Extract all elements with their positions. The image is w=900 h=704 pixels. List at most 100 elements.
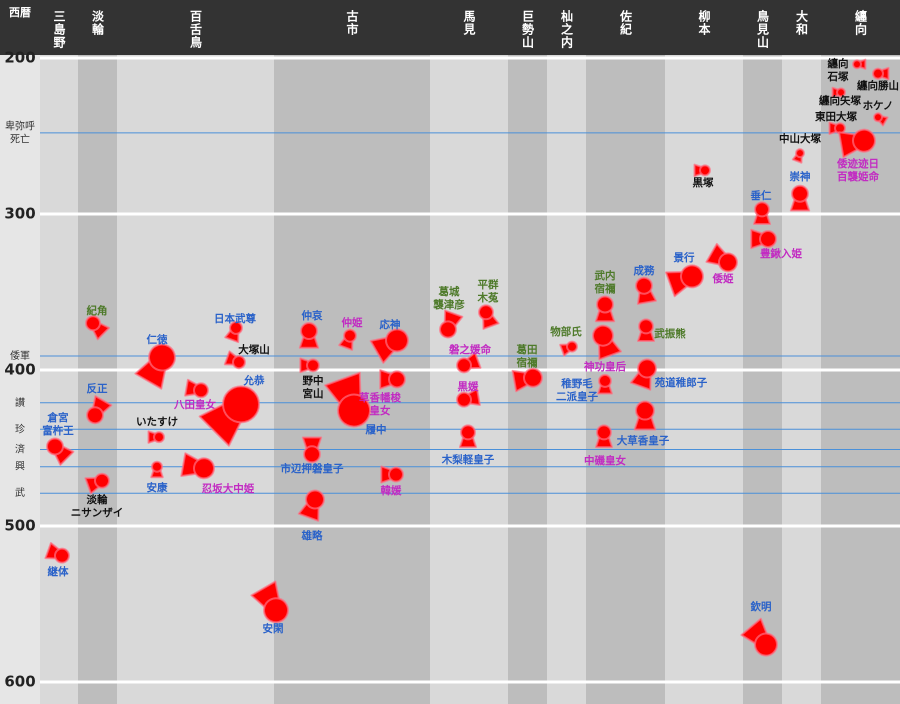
tomb-label: 崇神 <box>790 170 811 183</box>
tomb-label: 襲津彦 <box>432 298 465 311</box>
y-tick-label: 500 <box>4 517 35 535</box>
kofun <box>693 163 711 178</box>
kofun-mound <box>460 424 476 441</box>
tomb-label: 平群 <box>478 278 499 291</box>
tomb-label: 仁徳 <box>147 333 168 346</box>
reference-label: 死亡 <box>10 132 30 145</box>
kofun <box>873 112 889 127</box>
kofun-mound <box>151 460 163 473</box>
kofun <box>224 320 243 344</box>
tomb-label: 宮山 <box>303 387 324 400</box>
tomb-label: 日本武尊 <box>214 312 256 325</box>
kofun <box>458 424 478 449</box>
kofun <box>664 264 704 298</box>
region-column <box>430 0 508 704</box>
kofun <box>46 437 75 466</box>
kofun <box>150 460 164 479</box>
kofun-mound <box>596 295 614 314</box>
tomb-label: ニサンザイ <box>71 507 124 519</box>
tomb-label: 磐之媛命 <box>449 343 491 356</box>
tomb-label: 黒媛 <box>458 380 479 393</box>
kofun <box>134 343 176 390</box>
header <box>0 0 900 55</box>
tomb-label: 継体 <box>48 565 69 578</box>
tomb-label: 神功皇后 <box>584 360 626 373</box>
kofun-mound <box>193 457 215 480</box>
tomb-label: 皇女 <box>370 404 391 417</box>
kofun <box>324 371 371 428</box>
kofun-mound <box>300 322 318 340</box>
kofun <box>629 358 657 391</box>
region-column <box>586 0 665 704</box>
tomb-label: 雄略 <box>301 529 323 542</box>
kofun-mound <box>222 385 260 424</box>
kofun <box>184 378 209 399</box>
kofun <box>594 295 616 323</box>
kofun <box>84 472 110 495</box>
kofun-mound <box>852 128 876 153</box>
region-column <box>117 0 274 704</box>
kofun <box>250 580 289 624</box>
kofun-mound <box>836 87 846 98</box>
tomb-label: 豊鍬入姫 <box>760 247 802 260</box>
kofun <box>791 148 805 164</box>
region-column <box>508 0 547 704</box>
region-label: 淡輪 <box>91 10 105 36</box>
kofun-mound <box>232 355 246 370</box>
tomb-label: 倭姫 <box>713 272 734 285</box>
kofun-mound <box>385 328 409 353</box>
kofun-mound <box>637 358 657 379</box>
kofun <box>559 340 578 357</box>
region-label: 巨勢山 <box>521 10 535 49</box>
kofun <box>338 328 357 351</box>
tomb-label: 纏向勝山 <box>857 79 899 92</box>
kofun-mound <box>596 424 612 441</box>
kofun <box>379 369 406 390</box>
kofun <box>44 542 70 564</box>
tomb-label: 宿禰 <box>595 282 616 295</box>
kofun <box>86 395 113 425</box>
tomb-label: 大草香皇子 <box>617 434 670 447</box>
tomb-label: 木梨軽皇子 <box>441 453 495 466</box>
kofun <box>299 357 320 374</box>
y-tick-label: 400 <box>4 361 35 379</box>
kofun <box>511 367 543 393</box>
kofun <box>852 58 867 70</box>
tomb-label: 石塚 <box>827 70 849 83</box>
kofun <box>223 350 246 370</box>
tomb-label: 物部氏 <box>550 325 582 338</box>
tomb-label: 成務 <box>634 264 655 277</box>
region-label: 三島野 <box>52 10 66 49</box>
region-column <box>40 0 78 704</box>
region-column <box>78 0 117 704</box>
y-axis-label: 西暦 <box>9 6 31 19</box>
region-label: 馬見 <box>462 10 476 36</box>
reference-label: 讃 <box>15 396 25 409</box>
tomb-label: 富杵王 <box>42 424 74 437</box>
tomb-label: 淡輪 <box>87 493 108 506</box>
kofun-mound <box>456 391 472 408</box>
tomb-label: 倉宮 <box>47 411 69 424</box>
kofun-mound <box>754 201 770 218</box>
y-tick-label: 200 <box>4 49 35 67</box>
region-column <box>274 0 430 704</box>
kofun <box>636 318 656 343</box>
kofun-mound <box>754 632 778 657</box>
kofun <box>180 452 215 480</box>
kofun-mound <box>85 315 101 332</box>
tomb-label: 纏向矢塚 <box>819 94 861 107</box>
tomb-label: 武振熊 <box>654 327 686 340</box>
tomb-label: 反正 <box>87 382 108 395</box>
tomb-label: 安康 <box>147 481 168 494</box>
kofun <box>597 373 613 395</box>
region-label: 古市 <box>345 9 359 36</box>
region-label: 佐紀 <box>619 9 633 36</box>
kofun-mound <box>873 112 883 123</box>
tomb-label: 大塚山 <box>238 343 270 356</box>
tomb-label: 景行 <box>673 251 695 264</box>
kofun <box>831 86 846 98</box>
kofun-mound <box>635 400 655 421</box>
region-label: 大和 <box>795 9 809 36</box>
tomb-label: 倭迹迹日 <box>837 157 879 170</box>
kofun-mound <box>86 406 104 425</box>
